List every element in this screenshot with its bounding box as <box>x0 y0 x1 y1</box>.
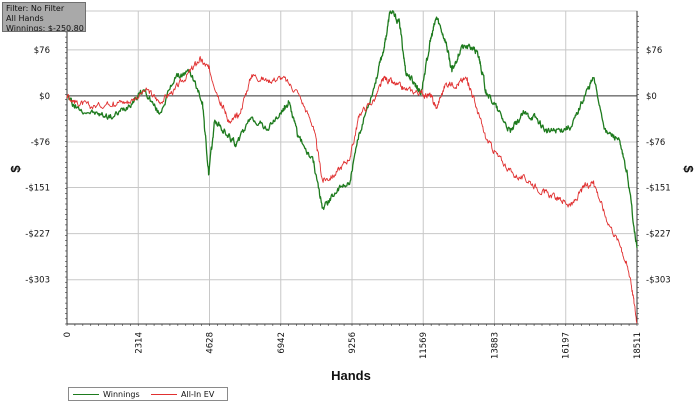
hands-text: All Hands <box>6 14 44 23</box>
y-tick-label-right-5: -$303 <box>646 276 671 286</box>
x-tick-label-8: 18511 <box>633 332 643 359</box>
x-tick-labels: 0 2314 4628 6942 9256 11569 13883 16197 18511 <box>63 332 643 359</box>
y-tick-label-right-2: -$76 <box>646 138 665 148</box>
legend-label-allin-ev: All-In EV <box>181 390 215 399</box>
series-lines <box>66 10 638 324</box>
legend-swatch-allin-ev <box>151 393 177 395</box>
axes <box>65 11 639 326</box>
y-axis-label-left: $ <box>8 165 23 173</box>
series-line-winnings <box>66 10 638 249</box>
y-tick-label-right-4: -$227 <box>646 230 671 240</box>
legend-item-winnings: Winnings <box>73 390 140 400</box>
y-axis-label-right: $ <box>681 165 696 173</box>
y-tick-label-left-2: -$76 <box>31 138 50 148</box>
x-tick-label-4: 9256 <box>348 332 358 354</box>
filter-info-box: Filter: No Filter All Hands Winnings: $-… <box>2 2 86 32</box>
x-tick-label-7: 16197 <box>562 332 572 359</box>
x-tick-label-5: 11569 <box>419 332 429 359</box>
x-tick-label-1: 2314 <box>134 332 144 354</box>
x-tick-label-3: 6942 <box>277 332 287 354</box>
y-tick-labels-right: $76 $0 -$76 -$151 -$227 -$303 <box>646 46 671 286</box>
y-tick-labels-left: $76 $0 -$76 -$151 -$227 -$303 <box>25 46 50 286</box>
y-tick-label-right-1: $0 <box>646 92 657 102</box>
x-axis-label: Hands <box>331 368 371 383</box>
chart-legend: Winnings All-In EV <box>68 387 228 401</box>
x-tick-label-6: 13883 <box>490 332 500 359</box>
winnings-total-text: Winnings: $-250.80 <box>6 24 84 32</box>
x-tick-label-2: 4628 <box>206 332 216 354</box>
y-tick-label-left-0: $76 <box>34 46 50 56</box>
y-tick-label-left-1: $0 <box>39 92 50 102</box>
legend-swatch-winnings <box>73 393 99 395</box>
y-tick-label-right-0: $76 <box>646 46 662 56</box>
legend-label-winnings: Winnings <box>103 390 140 399</box>
series-line-allin-ev <box>66 56 638 324</box>
y-tick-label-right-3: -$151 <box>646 184 671 194</box>
y-tick-label-left-5: -$303 <box>25 276 50 286</box>
legend-item-allin-ev: All-In EV <box>151 390 214 400</box>
x-tick-label-0: 0 <box>63 332 73 337</box>
y-tick-label-left-3: -$151 <box>25 184 50 194</box>
y-tick-label-left-4: -$227 <box>25 230 50 240</box>
filter-text: Filter: No Filter <box>6 4 65 13</box>
